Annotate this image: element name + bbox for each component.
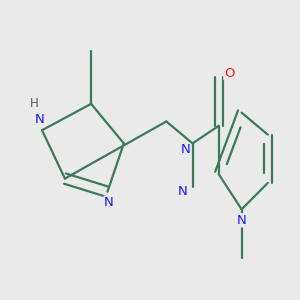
Text: N: N [181,143,190,157]
Text: N: N [178,185,188,198]
Text: O: O [224,67,234,80]
Text: H: H [29,98,38,110]
Text: N: N [104,196,114,209]
Text: N: N [237,214,247,227]
Text: N: N [35,113,45,126]
